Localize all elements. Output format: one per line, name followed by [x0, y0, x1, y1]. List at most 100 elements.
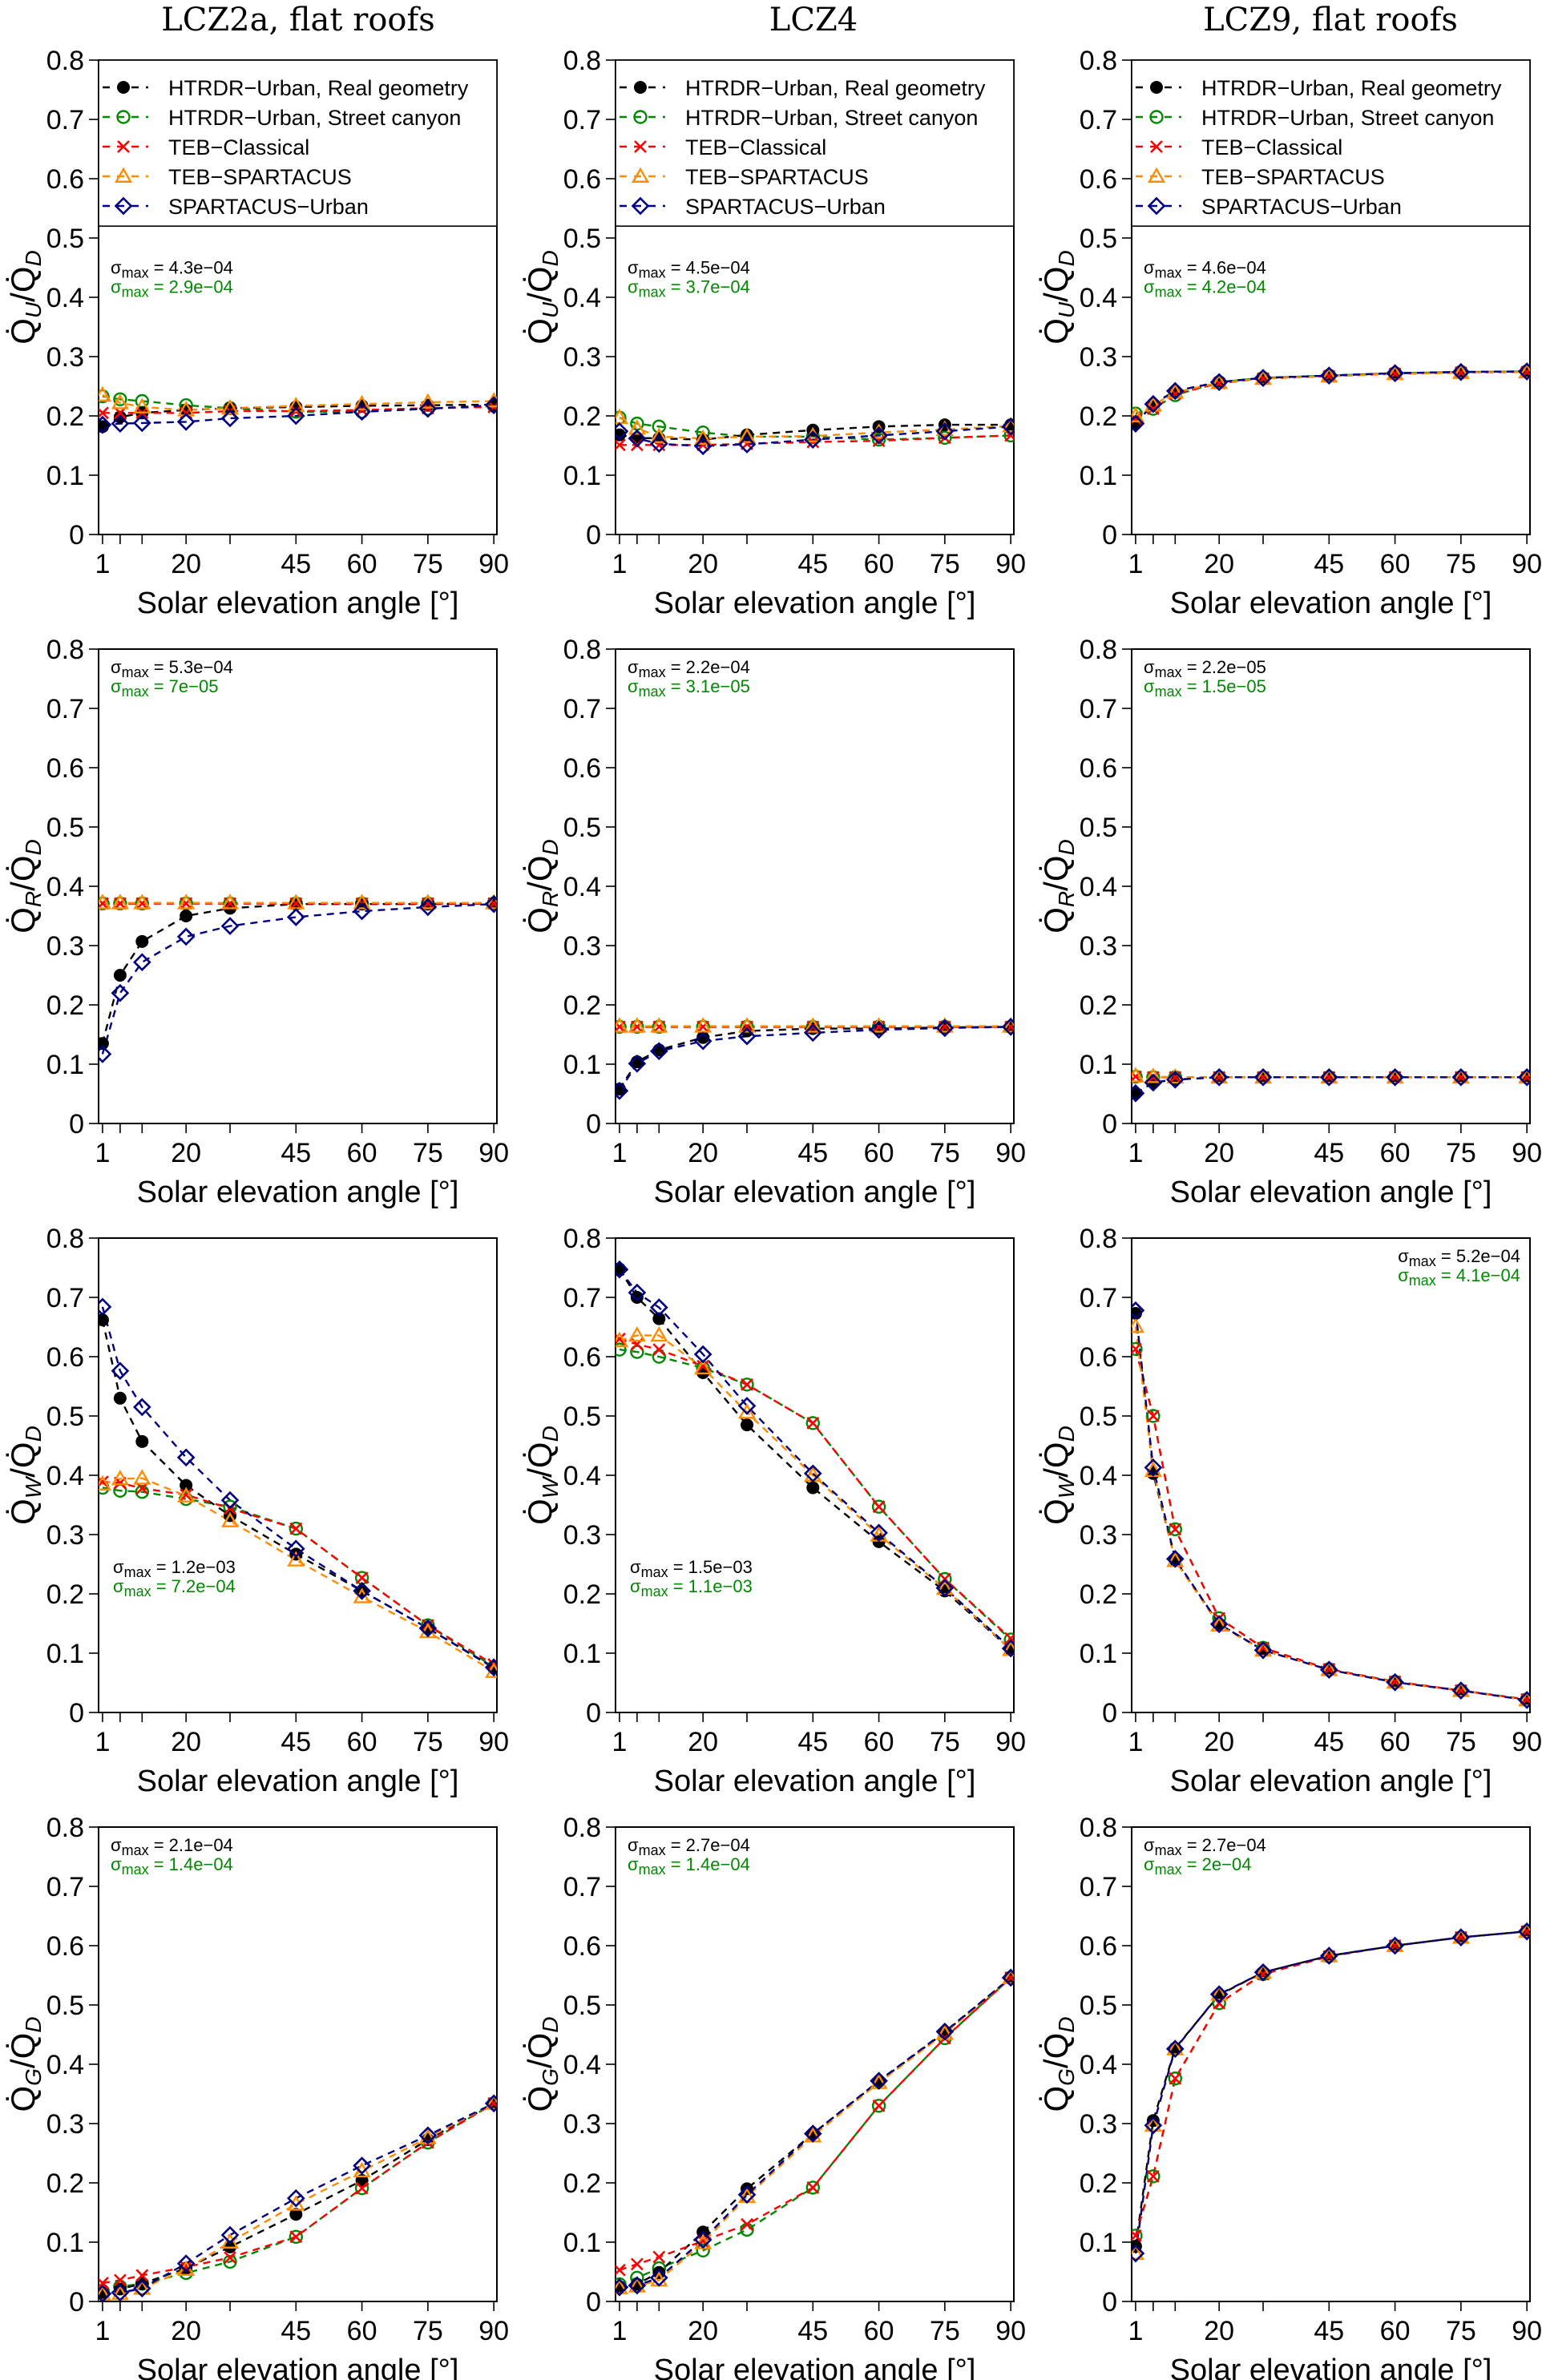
marker-open-diamond: [616, 1081, 629, 1100]
y-title-den: /Q̇: [4, 2033, 42, 2068]
sigma-value: = 3.7e−04: [666, 276, 750, 296]
marker-open-diamond: [1144, 1073, 1163, 1092]
sigma-subscript: max: [641, 1583, 668, 1599]
sigma-subscript: max: [639, 1842, 666, 1858]
x-tick-label: 75: [1446, 1138, 1476, 1168]
series-line-teb: [619, 1337, 1012, 1640]
sigma-subscript: max: [1155, 264, 1182, 280]
marker-open-diamond: [99, 1045, 112, 1063]
marker-open-triangle: [1518, 362, 1530, 379]
marker-open-triangle: [99, 2285, 112, 2301]
marker-cross: [99, 897, 109, 910]
x-tick-label: 1: [95, 1727, 110, 1757]
data-layer: [99, 894, 497, 1063]
marker-cross: [224, 2251, 236, 2265]
marker-open-diamond: [1319, 1946, 1338, 1965]
x-tick-label: 60: [347, 2316, 377, 2346]
y-tick-label: 0.3: [46, 1520, 84, 1551]
y-tick-label: 0: [69, 1109, 84, 1140]
marker-open-triangle: [1253, 1962, 1273, 1979]
y-tick-label: 0.4: [563, 872, 601, 902]
y-tick-label: 0.7: [563, 1872, 601, 1902]
sigma-symbol: σ: [1144, 1835, 1155, 1855]
sigma-value: = 2.2e−04: [666, 657, 750, 677]
marker-open-diamond: [1253, 1962, 1273, 1982]
sigma-value: = 1.4e−04: [149, 1854, 233, 1874]
marker-filled-circle: [99, 1037, 109, 1051]
marker-open-triangle: [1320, 367, 1338, 383]
y-tick-label: 0.5: [1080, 1991, 1117, 2021]
marker-cross: [99, 406, 109, 420]
sigma-max-black: σmax = 4.5e−04: [628, 257, 750, 280]
marker-open-triangle: [133, 894, 151, 910]
marker-cross: [1150, 140, 1163, 153]
marker-cross: [1132, 1342, 1142, 1356]
y-tick-label: 0.1: [46, 1050, 84, 1080]
series-markers-real: [1132, 1925, 1530, 2253]
marker-open-diamond: [99, 415, 112, 434]
data-layer: [1132, 362, 1530, 433]
column-titles: LCZ2a, flat roofs LCZ4 LCZ9, flat roofs: [161, 2, 1458, 38]
marker-open-diamond: [616, 422, 629, 441]
marker-open-diamond: [484, 2094, 497, 2113]
x-axis-title: Solar elevation angle [°]: [1170, 587, 1492, 620]
marker-cross: [289, 897, 303, 910]
sigma-value: = 4.3e−04: [149, 257, 233, 277]
x-tick-label: 45: [281, 1727, 311, 1757]
y-tick-label: 0.3: [1080, 931, 1117, 962]
marker-open-diamond: [1144, 2116, 1163, 2135]
legend-item: HTRDR−Urban, Real geometry: [1136, 76, 1502, 100]
legend: HTRDR−Urban, Real geometry HTRDR−Urban, S…: [615, 59, 1015, 227]
y-tick-label: 0.2: [46, 990, 84, 1021]
y-tick-label: 0.2: [46, 401, 84, 432]
marker-open-triangle: [220, 894, 240, 910]
marker-open-triangle: [133, 2279, 151, 2295]
marker-open-triangle: [114, 167, 133, 183]
marker-open-triangle: [220, 2233, 240, 2249]
legend-box: [98, 59, 498, 227]
marker-open-triangle: [1386, 1067, 1404, 1084]
data-layer: [99, 1297, 497, 1678]
y-tick-label: 0.6: [46, 1342, 84, 1373]
marker-open-diamond: [114, 196, 133, 216]
marker-open-diamond: [737, 2185, 757, 2205]
marker-open-diamond: [286, 2188, 305, 2208]
x-tick-label: 90: [1512, 549, 1542, 579]
marker-open-diamond: [1517, 362, 1530, 381]
marker-open-triangle: [1451, 363, 1470, 379]
marker-open-diamond: [1132, 1301, 1145, 1320]
x-axis-title: Solar elevation angle [°]: [137, 2354, 459, 2380]
panel-r2-c2: 0 0.1 0.2 0.3 0.4 0.5 0.6 0.7 0.8 1 20 45 60 75 90 Sola…: [1037, 1224, 1542, 1798]
y-tick-label: 0.1: [563, 1050, 601, 1080]
sigma-symbol: σ: [111, 276, 122, 296]
marker-open-circle: [805, 1416, 821, 1430]
marker-open-diamond: [1517, 1922, 1530, 1941]
y-title-num-sub: W: [1054, 1475, 1079, 1499]
y-tick-label: 0.7: [1080, 1283, 1117, 1313]
y-title-den: /Q̇: [4, 1442, 42, 1477]
sigma-max-green: σmax = 1.5e−05: [1144, 676, 1266, 700]
sigma-max-black: σmax = 5.2e−04: [1398, 1246, 1520, 1269]
plot-frame: [615, 648, 1015, 1124]
series-line-real: [1134, 1930, 1528, 2247]
x-tick-label: 1: [612, 1727, 627, 1757]
marker-open-diamond: [1132, 414, 1145, 433]
sigma-symbol: σ: [111, 657, 122, 677]
marker-cross: [652, 2250, 666, 2264]
data-layer: [99, 385, 497, 434]
marker-cross: [616, 438, 626, 452]
marker-open-triangle: [1518, 1067, 1530, 1084]
y-tick-label: 0.6: [1080, 1931, 1117, 1962]
marker-open-diamond: [1319, 1660, 1338, 1680]
y-tick-label: 0.3: [563, 1520, 601, 1551]
marker-open-triangle: [1451, 1067, 1470, 1084]
y-tick-label: 0: [586, 2287, 601, 2317]
y-tick-label: 0.3: [46, 342, 84, 373]
marker-open-diamond: [484, 1658, 497, 1677]
panel-r0-c2: 0 0.1 0.2 0.3 0.4 0.5 0.6 0.7 0.8 1 20 45 60 75 90 Sola…: [1037, 46, 1542, 620]
plot-frame: [615, 1826, 1015, 2302]
y-tick-label: 0.5: [563, 1991, 601, 2021]
series-line-sp: [618, 1026, 1011, 1091]
y-tick-label: 0.1: [1080, 461, 1117, 491]
y-tick-label: 0: [69, 520, 84, 551]
